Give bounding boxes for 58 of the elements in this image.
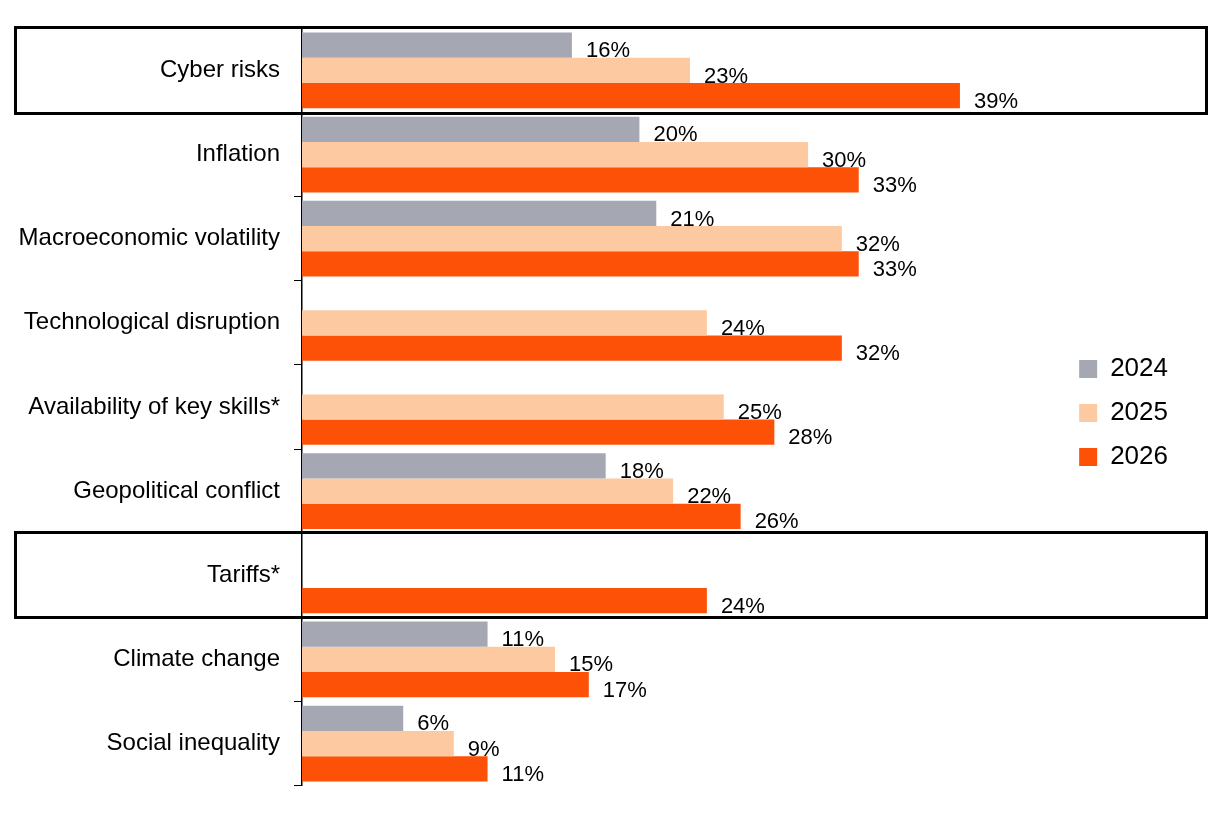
bar [302, 116, 640, 142]
data-label: 11% [501, 626, 544, 652]
bar [302, 57, 691, 84]
bar [302, 621, 488, 647]
bar [302, 310, 707, 336]
data-label: 23% [704, 62, 749, 88]
bar [302, 32, 572, 58]
bar [302, 730, 454, 757]
y-tick-label: Geopolitical conflict [73, 475, 281, 503]
data-label: 22% [687, 483, 732, 509]
data-label: 6% [417, 710, 450, 736]
data-label: 28% [788, 424, 833, 450]
data-label: 16% [585, 37, 630, 63]
bar [302, 335, 842, 361]
data-label: 21% [670, 205, 715, 231]
y-tick-label: Climate change [113, 644, 280, 672]
data-label: 24% [720, 592, 765, 618]
bar [302, 200, 657, 227]
data-label: 17% [602, 676, 647, 702]
y-tick-label: Cyber risks [159, 55, 280, 83]
bar [302, 394, 724, 420]
y-tick-label: Inflation [195, 139, 280, 167]
bar [302, 672, 589, 698]
legend-label: 2025 [1110, 396, 1168, 427]
data-label: 32% [855, 340, 900, 366]
y-tick-label: Technological disruption [23, 307, 280, 335]
bar [302, 251, 859, 277]
y-tick-label: Availability of key skills* [28, 391, 280, 419]
bar [302, 167, 859, 193]
data-label: 20% [653, 121, 698, 147]
bar [302, 226, 842, 252]
y-tick-label: Tariffs* [207, 559, 280, 587]
bar [302, 478, 674, 504]
bar [302, 705, 404, 731]
bar [302, 141, 809, 168]
data-label: 26% [754, 508, 799, 534]
data-label: 25% [737, 399, 782, 425]
bar [302, 587, 707, 614]
data-label: 33% [872, 171, 917, 197]
data-label: 33% [872, 256, 917, 282]
bar [302, 646, 556, 673]
data-label: 32% [855, 230, 900, 256]
legend-label: 2024 [1110, 352, 1168, 383]
data-label: 30% [822, 146, 867, 172]
y-tick-label: Macroeconomic volatility [18, 223, 280, 251]
bar [302, 83, 960, 109]
data-label: 9% [467, 735, 500, 761]
data-label: 39% [973, 87, 1018, 113]
data-label: 24% [720, 314, 765, 340]
bar [302, 756, 488, 782]
bar [302, 453, 606, 479]
data-label: 18% [619, 457, 664, 483]
bar [302, 419, 775, 445]
data-label: 11% [501, 760, 544, 786]
bar [302, 503, 741, 529]
legend-label: 2026 [1110, 440, 1168, 471]
y-tick-label: Social inequality [106, 728, 280, 756]
data-label: 15% [569, 651, 614, 677]
